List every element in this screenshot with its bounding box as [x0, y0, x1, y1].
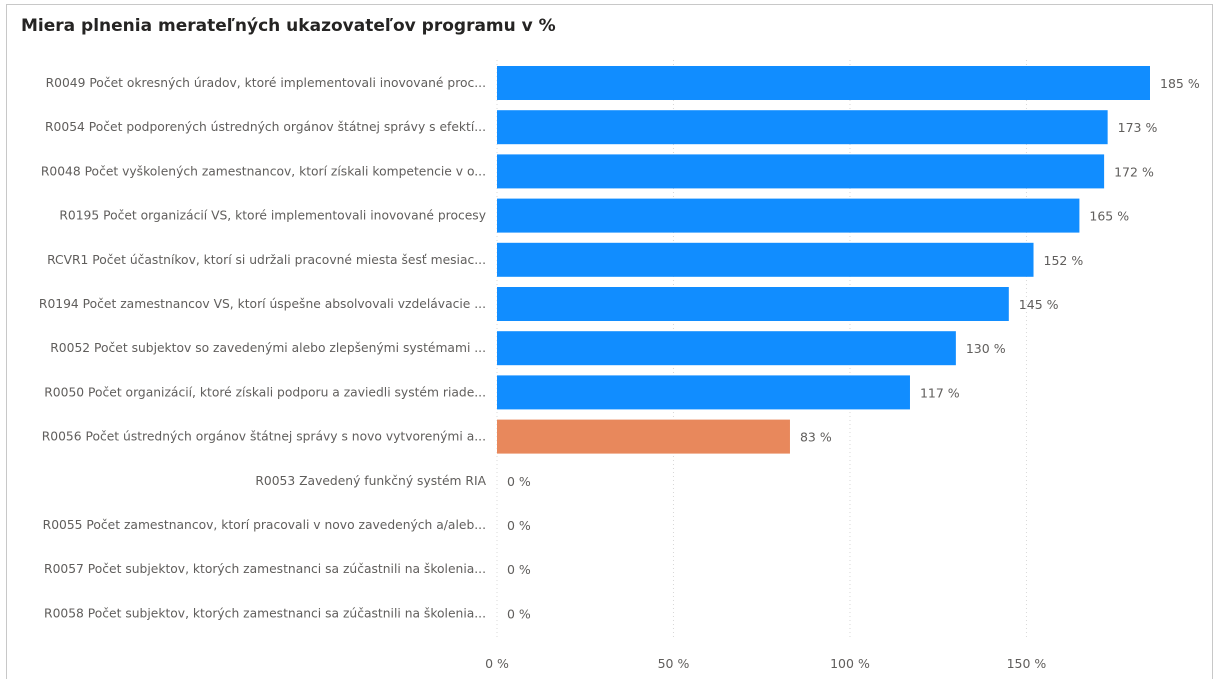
value-label: 172 % [1114, 164, 1154, 179]
value-label: 117 % [920, 385, 960, 400]
category-label: RCVR1 Počet účastníkov, ktorí si udržali… [47, 253, 486, 267]
x-tick-label: 150 % [1007, 656, 1047, 671]
x-axis-ticks: 0 % 50 % 100 % 150 % [485, 656, 1046, 671]
bar[interactable] [497, 331, 956, 366]
bar[interactable] [497, 242, 1034, 277]
x-tick-label: 0 % [485, 656, 509, 671]
category-label: R0054 Počet podporených ústredných orgán… [45, 120, 486, 134]
value-label: 0 % [507, 606, 531, 621]
value-label: 0 % [507, 562, 531, 577]
bar[interactable] [497, 198, 1080, 233]
category-label: R0050 Počet organizácií, ktoré získali p… [44, 385, 486, 399]
value-label: 83 % [800, 430, 832, 445]
x-tick-label: 100 % [830, 656, 870, 671]
bar[interactable] [497, 375, 910, 410]
value-label: 165 % [1089, 209, 1129, 224]
value-label: 152 % [1044, 253, 1084, 268]
category-label: R0058 Počet subjektov, ktorých zamestnan… [44, 606, 486, 620]
bars [497, 66, 1150, 454]
category-label: R0057 Počet subjektov, ktorých zamestnan… [44, 562, 486, 576]
value-label: 173 % [1118, 120, 1158, 135]
value-label: 130 % [966, 341, 1006, 356]
bar[interactable] [497, 419, 790, 454]
category-label: R0195 Počet organizácií VS, ktoré implem… [59, 209, 486, 223]
value-label: 0 % [507, 518, 531, 533]
chart-title: Miera plnenia merateľných ukazovateľov p… [21, 16, 556, 36]
category-label: R0055 Počet zamestnancov, ktorí pracoval… [43, 518, 486, 532]
x-tick-label: 50 % [658, 656, 690, 671]
category-label: R0056 Počet ústredných orgánov štátnej s… [42, 430, 486, 444]
bar[interactable] [497, 66, 1150, 100]
value-label: 145 % [1019, 297, 1059, 312]
bar[interactable] [497, 110, 1108, 145]
value-label: 185 % [1160, 76, 1200, 91]
category-label: R0194 Počet zamestnancov VS, ktorí úspeš… [39, 297, 486, 311]
category-label: R0052 Počet subjektov so zavedenými aleb… [50, 341, 486, 355]
value-label: 0 % [507, 474, 531, 489]
category-label: R0049 Počet okresných úradov, ktoré impl… [46, 76, 486, 90]
bar[interactable] [497, 287, 1009, 321]
category-labels: R0049 Počet okresných úradov, ktoré impl… [39, 76, 487, 620]
category-label: R0048 Počet vyškolených zamestnancov, kt… [41, 164, 486, 178]
category-label: R0053 Zavedený funkčný systém RIA [255, 474, 486, 488]
value-labels: 185 % 173 % 172 % 165 % 152 % 145 % 130 % 117 %… [507, 76, 1200, 621]
bar[interactable] [497, 154, 1105, 189]
